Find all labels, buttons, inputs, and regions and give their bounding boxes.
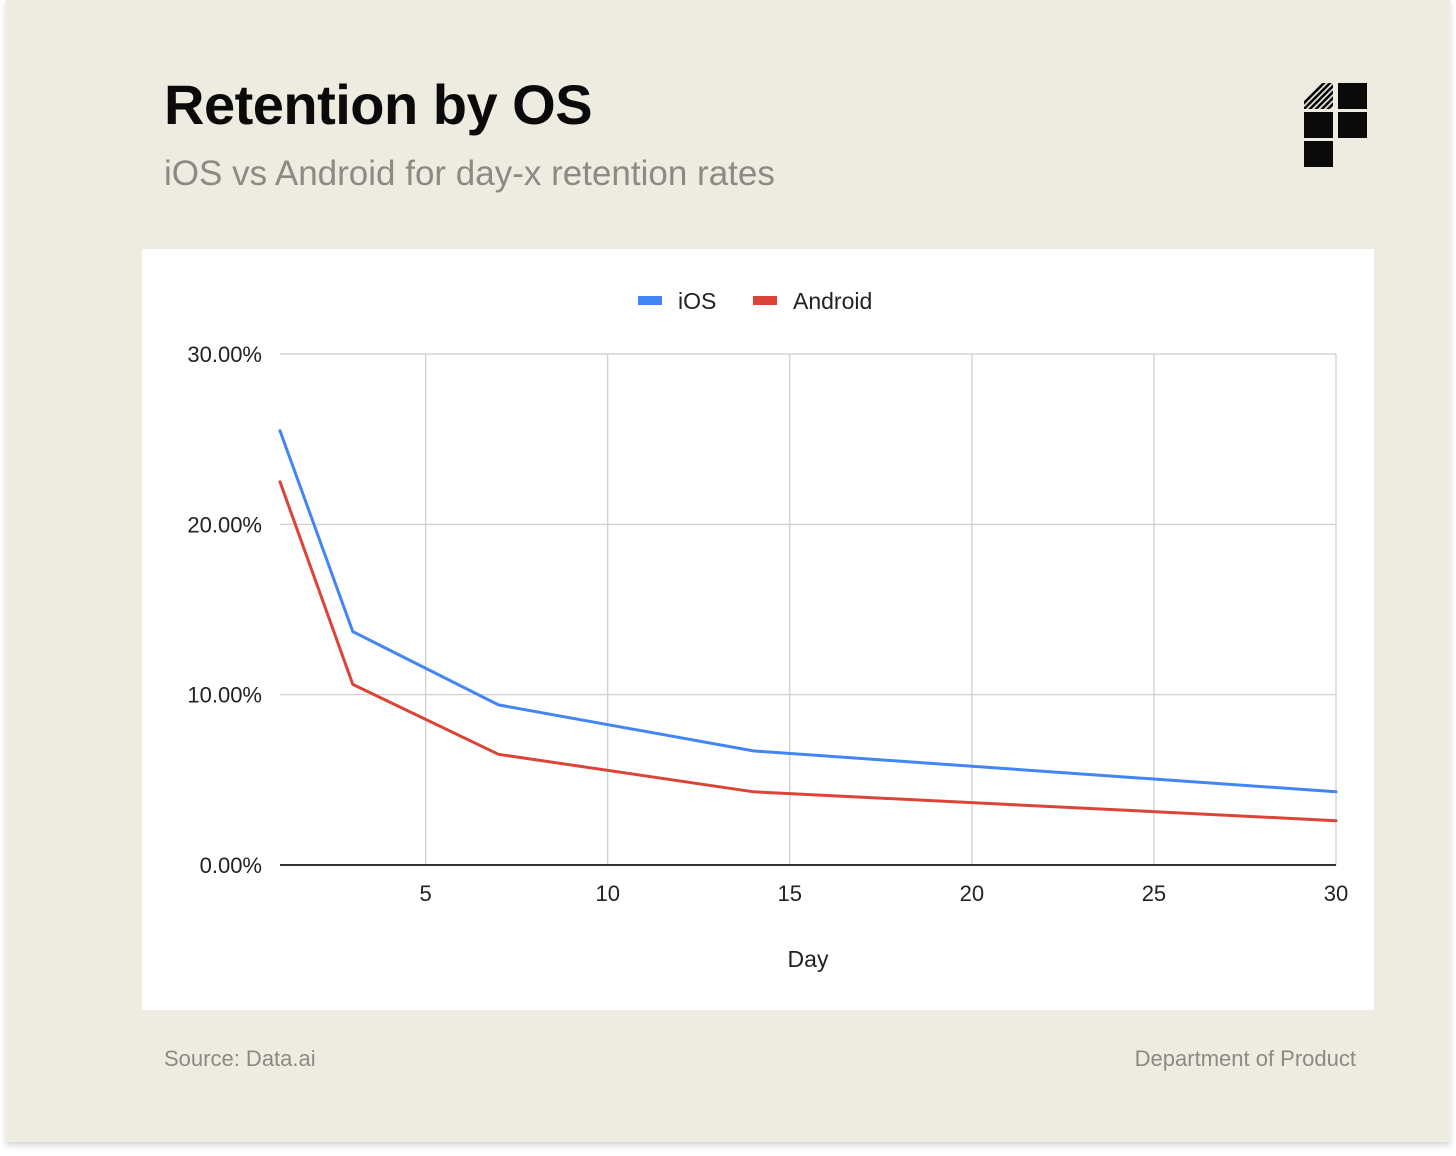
x-tick-label: 25 xyxy=(1142,881,1166,906)
x-tick-label: 20 xyxy=(960,881,984,906)
y-tick-label: 30.00% xyxy=(187,342,262,367)
series-line-android xyxy=(278,480,1338,823)
x-tick-label: 15 xyxy=(778,881,802,906)
x-tick-label: 10 xyxy=(595,881,619,906)
y-tick-label: 20.00% xyxy=(187,512,262,537)
source-label: Source: Data.ai xyxy=(164,1046,316,1071)
legend-label-android: Android xyxy=(793,288,872,314)
retention-line-chart: 0.00% 10.00% 20.00% 30.00% 5 10 15 20 25 30 Day iO… xyxy=(187,288,1348,972)
page-subtitle: iOS vs Android for day-x retention rates xyxy=(164,154,775,193)
page-title: Retention by OS xyxy=(164,73,593,136)
series-line-ios xyxy=(278,429,1338,794)
legend-label-ios: iOS xyxy=(678,288,716,314)
x-tick-label: 5 xyxy=(420,881,432,906)
chart-panel: 0.00% 10.00% 20.00% 30.00% 5 10 15 20 25 30 Day iO… xyxy=(142,249,1374,1010)
y-tick-label: 10.00% xyxy=(187,683,262,708)
x-axis-title: Day xyxy=(788,946,829,972)
department-of-product-logo-icon xyxy=(1304,83,1367,167)
x-tick-label: 30 xyxy=(1324,881,1348,906)
brand-label: Department of Product xyxy=(1134,1046,1356,1071)
legend-swatch-ios xyxy=(638,296,662,305)
y-tick-label: 0.00% xyxy=(200,853,262,878)
legend-swatch-android xyxy=(753,296,777,305)
